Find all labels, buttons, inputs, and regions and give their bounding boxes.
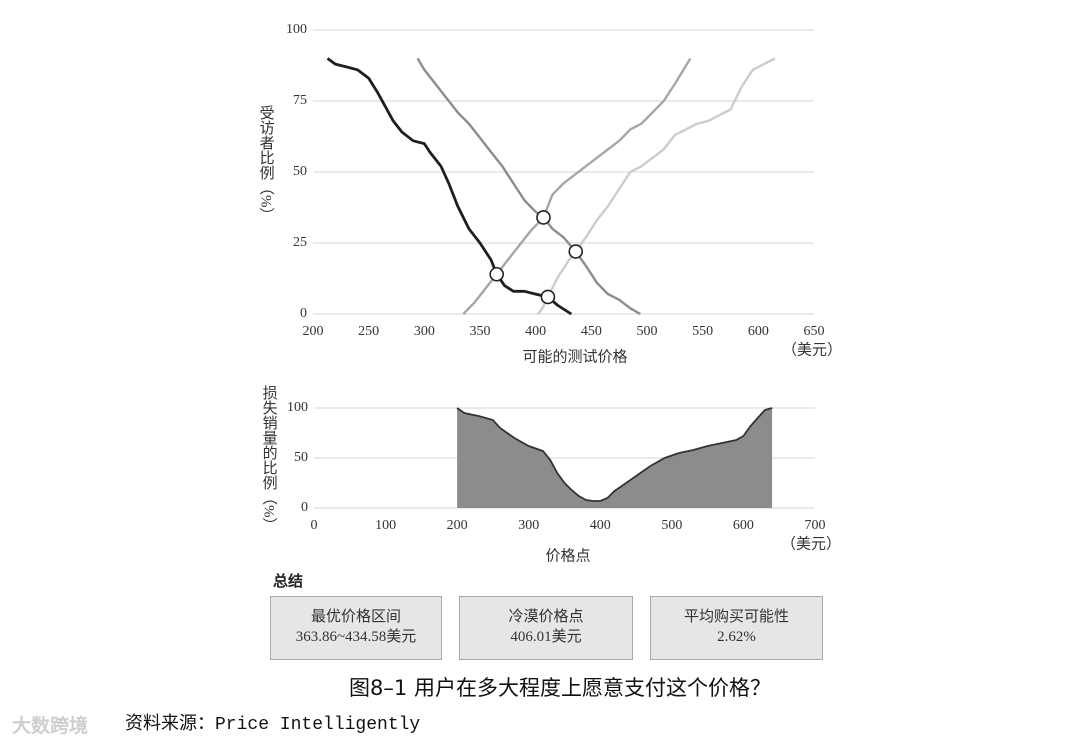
x-tick-label: 100 (375, 518, 396, 533)
y-tick-label: 25 (293, 235, 307, 250)
box-label: 最优价格区间 (310, 609, 401, 625)
x-tick-label: 400 (525, 324, 546, 339)
y-tick-label: 100 (287, 400, 308, 415)
x-tick-label: 550 (692, 324, 713, 339)
x-tick-label: 200 (447, 518, 468, 533)
x-unit: （美元） (782, 341, 842, 358)
summary-box: 平均购买可能性 2.62% (650, 596, 823, 660)
y-tick-label: 75 (293, 93, 307, 108)
x-tick-label: 0 (311, 518, 318, 533)
y-tick-label: 50 (294, 450, 308, 465)
area-fill (457, 408, 773, 508)
y-tick-label: 50 (293, 164, 307, 179)
line (326, 57, 573, 316)
x-tick-label: 350 (470, 324, 491, 339)
y-tick-label: 100 (286, 22, 307, 37)
x-tick-label: 400 (590, 518, 611, 533)
box-value: 406.01美元 (510, 629, 582, 645)
caption: 图8–1 用户在多大程度上愿意支付这个价格？ (349, 676, 771, 700)
x-tick-label: 450 (581, 324, 602, 339)
summary-title: 总结 (273, 572, 304, 590)
watermark: 大数跨境 (12, 715, 89, 737)
box-label: 平均购买可能性 (683, 609, 789, 625)
intersection-point (536, 210, 551, 225)
box-value: 363.86~434.58美元 (295, 629, 417, 645)
box-label: 冷漠价格点 (508, 609, 584, 625)
x-tick-label: 300 (414, 324, 435, 339)
x-unit: （美元） (781, 535, 841, 552)
box-value: 2.62% (717, 629, 756, 645)
summary-box: 最优价格区间 363.86~434.58美元 (270, 596, 442, 660)
intersection-point (489, 266, 505, 282)
y-axis-label: 损失销量的比例（%） (261, 385, 278, 533)
summary-box: 冷漠价格点 406.01美元 (459, 596, 633, 660)
x-tick-label: 300 (518, 518, 539, 533)
x-tick-label: 650 (804, 324, 825, 339)
y-axis-label: 受访者比例（%） (258, 105, 275, 223)
x-tick-label: 500 (661, 518, 682, 533)
line (536, 57, 776, 315)
x-tick-label: 200 (303, 324, 324, 339)
source: 资料来源：Price Intelligently (125, 715, 421, 735)
x-tick-label: 700 (805, 518, 826, 533)
x-axis-label: 可能的测试价格 (522, 348, 627, 365)
x-axis-label: 价格点 (545, 547, 590, 564)
y-tick-label: 0 (301, 500, 308, 515)
intersection-point (568, 244, 584, 259)
x-tick-label: 500 (637, 324, 658, 339)
line (416, 57, 641, 316)
area-line (456, 407, 773, 502)
x-tick-label: 250 (358, 324, 379, 339)
x-tick-label: 600 (733, 518, 754, 533)
y-tick-label: 0 (300, 306, 307, 321)
intersection-point (540, 289, 556, 305)
x-tick-label: 600 (748, 324, 769, 339)
